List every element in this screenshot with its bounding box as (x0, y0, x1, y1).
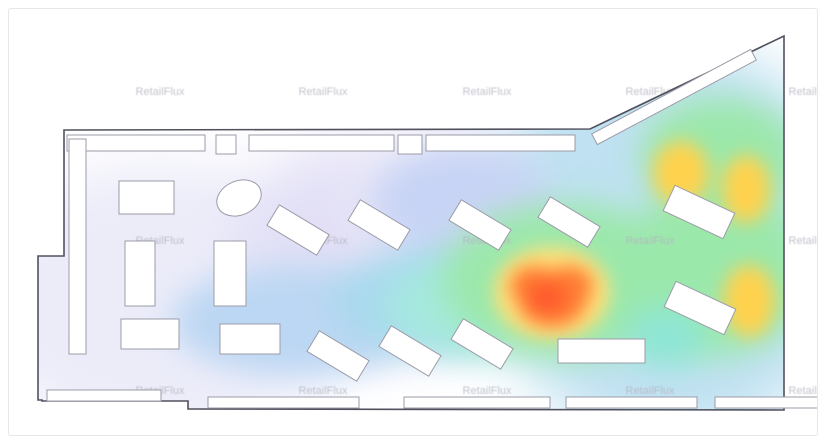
svg-text:RetailFlux: RetailFlux (789, 385, 818, 397)
svg-text:RetailFlux: RetailFlux (299, 385, 348, 397)
svg-text:RetailFlux: RetailFlux (463, 86, 512, 98)
svg-text:RetailFlux: RetailFlux (789, 235, 818, 247)
svg-text:RetailFlux: RetailFlux (299, 86, 348, 98)
svg-text:RetailFlux: RetailFlux (789, 86, 818, 98)
svg-text:RetailFlux: RetailFlux (463, 385, 512, 397)
svg-text:RetailFlux: RetailFlux (626, 235, 675, 247)
svg-text:RetailFlux: RetailFlux (626, 385, 675, 397)
svg-text:RetailFlux: RetailFlux (136, 86, 185, 98)
